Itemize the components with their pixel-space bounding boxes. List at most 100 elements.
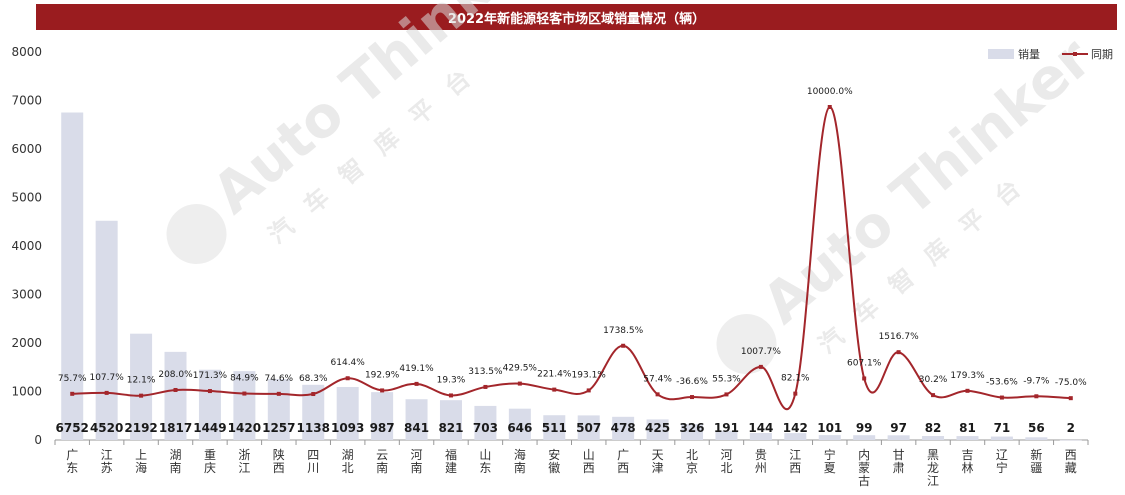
bar-value-label: 71 [994, 421, 1011, 435]
yoy-marker [448, 393, 453, 398]
x-tick-label: 西 [583, 461, 595, 475]
bar-value-label: 144 [748, 421, 773, 435]
legend-bar-label: 销量 [1018, 47, 1040, 61]
bar-value-label: 821 [438, 421, 463, 435]
bar-value-label: 97 [890, 421, 907, 435]
x-tick-label: 安 [548, 447, 560, 462]
bar-value-label: 56 [1028, 421, 1045, 435]
bar [198, 369, 221, 440]
x-tick-label: 吉 [961, 448, 973, 462]
bar [61, 112, 84, 440]
x-tick-label: 山 [479, 448, 491, 462]
bar [474, 405, 497, 440]
x-tick-label: 陕 [273, 447, 285, 462]
x-tick-label: 西 [273, 461, 285, 475]
yoy-value-label: 614.4% [331, 358, 366, 368]
yoy-value-label: 221.4% [537, 370, 572, 380]
bar-value-label: 6752 [56, 421, 89, 435]
x-tick-label: 内 [858, 448, 870, 462]
axes: 010002000300040005000600070008000广东江苏上海湖… [11, 45, 1089, 488]
yoy-marker [793, 391, 798, 396]
yoy-value-label: 193.1% [572, 370, 607, 380]
watermark-logo-icon [716, 314, 777, 375]
x-tick-label: 海 [135, 460, 147, 475]
bar [922, 436, 945, 440]
yoy-value-label: 171.3% [193, 371, 228, 381]
yoy-value-label: 68.3% [299, 374, 328, 384]
yoy-marker [931, 393, 936, 398]
x-tick-label: 南 [514, 460, 526, 475]
watermark-text: Auto Thinker [751, 25, 1104, 336]
bar-value-label: 425 [645, 421, 670, 435]
chart-title-text: 2022年新能源轻客市场区域销量情况（辆） [447, 11, 706, 27]
yoy-marker [655, 392, 660, 397]
yoy-marker [621, 343, 626, 348]
y-tick-label: 5000 [11, 191, 42, 205]
yoy-value-label: -75.0% [1055, 378, 1087, 388]
x-tick-label: 北 [342, 461, 354, 475]
x-tick-label: 福 [445, 447, 457, 462]
x-tick-label: 藏 [1065, 461, 1077, 475]
yoy-marker [345, 376, 350, 381]
bar [233, 371, 256, 440]
x-tick-label: 山 [583, 448, 595, 462]
yoy-value-label: 1007.7% [741, 347, 781, 357]
data-labels: 6752 4520 2192 1817 1449 1420 1257 1138 1093 987 8… [56, 87, 1088, 435]
bar [95, 220, 118, 440]
x-tick-label: 重 [204, 448, 216, 462]
x-tick-label: 宁 [996, 460, 1008, 475]
bar-value-label: 987 [370, 421, 395, 435]
x-tick-label: 庆 [204, 461, 216, 475]
yoy-marker [758, 364, 763, 369]
x-tick-label: 江 [789, 448, 801, 462]
yoy-value-label: 419.1% [399, 364, 434, 374]
x-tick-label: 夏 [824, 461, 836, 475]
bar [887, 435, 910, 440]
y-tick-label: 1000 [11, 385, 42, 399]
bar-value-label: 1138 [297, 421, 330, 435]
bar-series [61, 112, 1082, 441]
bar-value-label: 511 [542, 421, 567, 435]
yoy-value-label: -9.7% [1023, 376, 1050, 386]
x-tick-label: 天 [652, 448, 664, 462]
x-tick-label: 南 [411, 460, 423, 475]
x-tick-label: 江 [101, 448, 113, 462]
bar [439, 400, 462, 440]
y-tick-label: 7000 [11, 94, 42, 108]
x-tick-label: 海 [514, 447, 526, 462]
y-tick-label: 0 [34, 433, 42, 447]
x-tick-label: 宁 [824, 447, 836, 462]
x-tick-label: 四 [307, 448, 319, 462]
yoy-marker [690, 395, 695, 400]
x-tick-label: 津 [652, 461, 664, 475]
yoy-marker [483, 384, 488, 389]
x-tick-label: 肃 [893, 461, 905, 475]
bar [1059, 439, 1082, 441]
yoy-marker [1068, 396, 1073, 401]
yoy-marker [311, 392, 316, 397]
x-tick-label: 龙 [927, 461, 939, 475]
yoy-marker [827, 105, 832, 109]
yoy-value-label: 57.4% [643, 374, 672, 384]
bar [749, 433, 772, 440]
x-tick-label: 南 [376, 460, 388, 475]
yoy-value-label: 192.9% [365, 370, 400, 380]
yoy-marker [276, 391, 281, 396]
yoy-value-label: 84.9% [230, 374, 259, 384]
y-tick-label: 4000 [11, 239, 42, 253]
bar [302, 384, 325, 440]
x-tick-label: 西 [1065, 448, 1077, 462]
yoy-value-label: 19.3% [437, 375, 466, 385]
y-tick-label: 2000 [11, 336, 42, 350]
x-tick-label: 湖 [342, 447, 354, 462]
x-tick-label: 河 [720, 448, 732, 462]
yoy-value-label: 12.1% [127, 376, 156, 386]
legend-line-marker [1073, 52, 1077, 56]
x-tick-label: 建 [445, 461, 457, 475]
bar [990, 436, 1013, 440]
bar [1025, 437, 1048, 440]
yoy-value-label: 179.3% [950, 371, 985, 381]
x-tick-label: 广 [617, 448, 629, 462]
bar-value-label: 99 [856, 421, 873, 435]
